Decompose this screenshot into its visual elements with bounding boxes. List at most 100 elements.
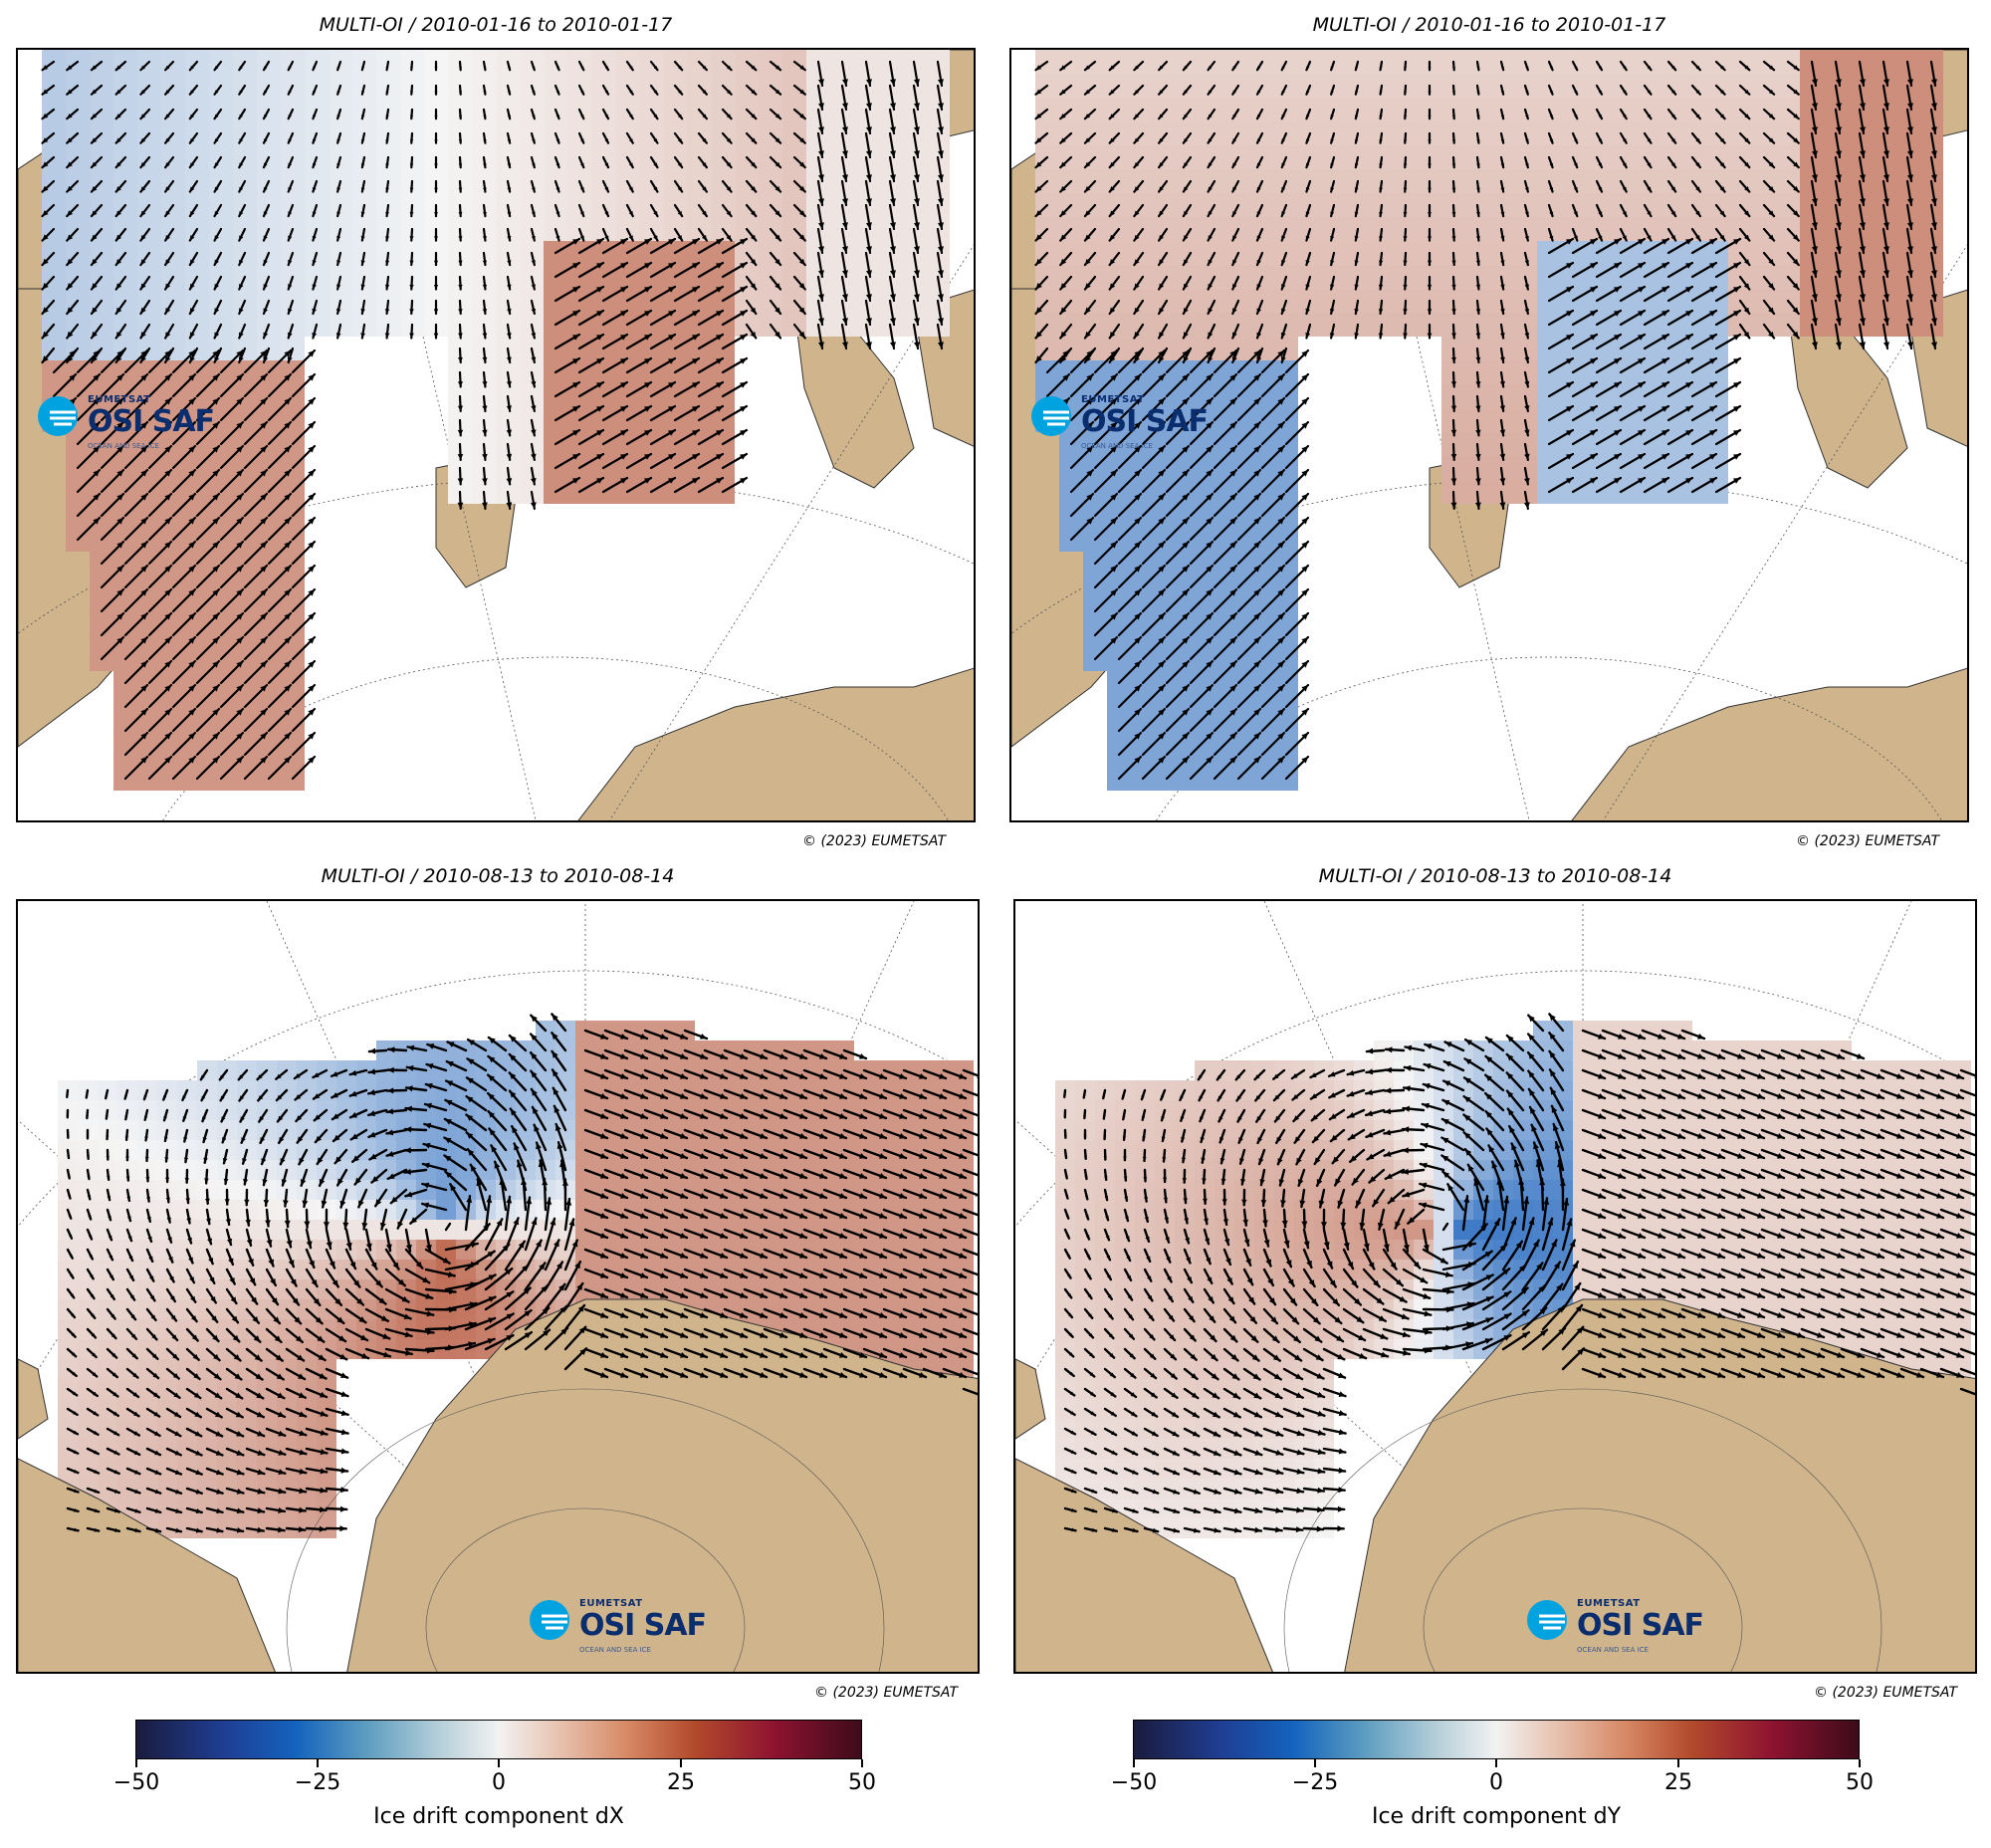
drift-arrow-head: [385, 115, 389, 119]
drift-arrow-head: [188, 733, 195, 740]
drift-arrow-head: [188, 374, 195, 381]
drift-arrow-head: [1685, 478, 1692, 484]
drift-arrow-head: [1378, 284, 1384, 290]
drift-arrow-head: [1614, 239, 1621, 245]
drift-arrow-head: [1590, 430, 1597, 436]
drift-arrow-head: [93, 494, 100, 501]
drift-arrow-head: [1086, 350, 1093, 357]
drift-arrow-head: [1524, 211, 1529, 217]
drift-arrow-head: [91, 307, 98, 315]
drift-arrow-head: [42, 89, 49, 95]
drift-arrow-head: [798, 331, 805, 339]
drift-arrow-head: [620, 382, 627, 388]
drift-arrow-head: [1451, 260, 1456, 266]
drift-arrow-head: [1134, 613, 1141, 620]
drift-arrow-head: [1035, 331, 1042, 339]
drift-arrow-head: [774, 89, 781, 95]
drift-arrow-head: [1062, 350, 1069, 357]
drift-arrow-head: [384, 284, 390, 290]
drift-arrow-head: [889, 150, 896, 157]
drift-arrow-head: [1792, 331, 1799, 339]
drift-arrow-head: [1403, 284, 1408, 290]
drift-arrow-head: [937, 222, 944, 229]
drift-arrow-head: [532, 91, 536, 95]
drift-arrow-head: [531, 405, 537, 411]
drift-arrow-head: [263, 211, 268, 217]
drift-arrow-head: [1930, 246, 1937, 253]
drift-arrow-head: [913, 294, 920, 301]
drift-arrow-head: [263, 308, 269, 315]
drift-arrow-head: [1695, 137, 1700, 143]
drift-arrow-head: [239, 90, 243, 95]
drift-arrow-head: [433, 260, 439, 266]
drift-arrow-head: [1549, 162, 1554, 168]
logo-name: OSI SAF: [88, 404, 215, 439]
drift-arrow-head: [629, 114, 633, 119]
drift-arrow-head: [212, 709, 219, 716]
drift-arrow-head: [1206, 374, 1213, 381]
drift-arrow-head: [751, 114, 757, 119]
drift-arrow-head: [841, 79, 848, 86]
drift-arrow-head: [1811, 150, 1818, 157]
drift-arrow-head: [288, 115, 292, 119]
drift-arrow-head: [1354, 138, 1359, 143]
drift-arrow-head: [308, 422, 315, 429]
drift-arrow-head: [1549, 66, 1553, 71]
drift-arrow-head: [1768, 307, 1775, 315]
drift-arrow-head: [1499, 478, 1506, 485]
drift-arrow-head: [702, 186, 707, 192]
drift-arrow-head: [937, 198, 944, 205]
drift-arrow-head: [239, 211, 244, 217]
drift-arrow-head: [360, 308, 365, 315]
drift-arrow-head: [817, 126, 824, 133]
drift-arrow-head: [572, 263, 579, 269]
drift-arrow-head: [1109, 137, 1115, 143]
drift-arrow-head: [580, 90, 584, 95]
drift-arrow-head: [1566, 382, 1573, 388]
drift-arrow-head: [1035, 210, 1042, 217]
drift-arrow-head: [336, 162, 340, 168]
drift-arrow-head: [1110, 422, 1117, 429]
drift-arrow-head: [1475, 309, 1481, 315]
drift-arrow-head: [263, 90, 268, 95]
drift-arrow-head: [1182, 422, 1189, 429]
drift-arrow-head: [1306, 138, 1310, 143]
drift-arrow-head: [93, 398, 100, 405]
drift-arrow-head: [507, 66, 511, 71]
drift-arrow-head: [482, 284, 488, 290]
drift-arrow-head: [1355, 115, 1359, 119]
drift-arrow-head: [692, 311, 699, 317]
drift-arrow-head: [1229, 494, 1236, 501]
drift-arrow-head: [336, 66, 340, 71]
drift-arrow-head: [1744, 161, 1750, 168]
drift-arrow-head: [1229, 757, 1236, 764]
drift-arrow-head: [1566, 430, 1573, 436]
drift-arrow-head: [817, 318, 824, 325]
drift-arrow-head: [1035, 185, 1042, 192]
drift-arrow-head: [188, 613, 195, 620]
drift-arrow-head: [913, 126, 920, 133]
logo-org: EUMETSAT: [1081, 394, 1145, 405]
drift-arrow-head: [1035, 113, 1042, 119]
drift-arrow-head: [1719, 137, 1725, 143]
drift-arrow-head: [236, 422, 243, 429]
drift-arrow-head: [653, 235, 658, 241]
drift-arrow-head: [284, 398, 291, 405]
drift-arrow-head: [1110, 518, 1117, 525]
drift-arrow-head: [506, 356, 512, 362]
drift-arrow-head: [716, 239, 723, 245]
drift-arrow-head: [1733, 430, 1740, 436]
drift-arrow-head: [937, 318, 944, 325]
drift-arrow-head: [336, 260, 341, 266]
drift-arrow-head: [1084, 307, 1091, 315]
drift-arrow-head: [1451, 163, 1456, 168]
drift-arrow-head: [239, 186, 244, 192]
drift-arrow-head: [1623, 90, 1627, 95]
drift-arrow-head: [212, 566, 219, 573]
drift-arrow-head: [1183, 114, 1188, 119]
drift-arrow-head: [140, 283, 146, 290]
drift-arrow-head: [1906, 318, 1913, 325]
drift-arrow-head: [1930, 174, 1937, 181]
drift-arrow-head: [236, 709, 243, 716]
drift-arrow-head: [668, 239, 675, 245]
